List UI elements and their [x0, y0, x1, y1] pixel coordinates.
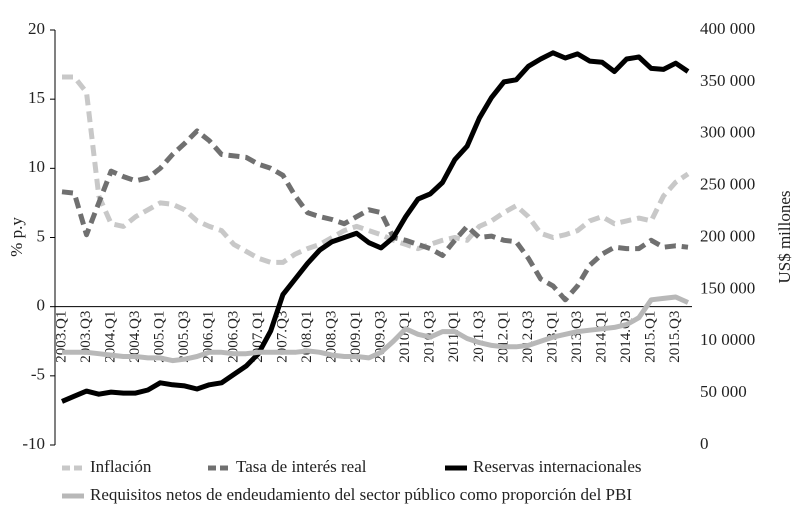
x-tick-label: 2003.Q1 — [53, 311, 69, 363]
x-tick-label: 2004.Q3 — [127, 311, 143, 363]
legend-label: Tasa de interés real — [236, 457, 367, 476]
y-tick-label: 10 — [28, 157, 45, 176]
x-tick-label: 2011.Q3 — [471, 311, 487, 363]
x-tick-label: 2005.Q1 — [152, 311, 168, 363]
y2-tick-label: 0 — [700, 434, 709, 453]
x-tick-label: 2012.Q3 — [520, 311, 536, 363]
x-tick-label: 2004.Q1 — [103, 311, 119, 363]
x-tick-label: 2006.Q1 — [201, 311, 217, 363]
y-tick-label: 5 — [37, 226, 46, 245]
series-line — [62, 294, 690, 364]
x-tick-label: 2008.Q1 — [299, 311, 315, 363]
series-line — [61, 50, 690, 404]
x-tick-label: 2010.Q1 — [397, 311, 413, 363]
x-tick-label: 2014.Q3 — [618, 311, 634, 363]
x-tick-label: 2008.Q3 — [323, 311, 339, 363]
y2-tick-label: 400 000 — [700, 19, 755, 38]
x-tick-label: 2006.Q3 — [225, 311, 241, 363]
y2-axis-label: US$ millones — [775, 190, 794, 283]
y2-tick-label: 300 000 — [700, 123, 755, 142]
x-tick-label: 2005.Q3 — [176, 311, 192, 363]
legend-label: Requisitos netos de endeudamiento del se… — [90, 485, 632, 504]
y-tick-label: -5 — [31, 365, 45, 384]
y2-tick-label: 50 000 — [700, 382, 747, 401]
x-tick-label: 2011.Q1 — [446, 311, 462, 363]
series-line — [61, 128, 689, 303]
x-tick-label: 2009.Q1 — [348, 311, 364, 363]
y-tick-label: 0 — [37, 296, 46, 315]
x-tick-label: 2015.Q1 — [643, 311, 659, 363]
y-tick-label: 15 — [28, 88, 45, 107]
x-tick-label: 2012.Q1 — [495, 311, 511, 363]
y2-tick-label: 10 0000 — [700, 330, 755, 349]
x-tick-label: 2003.Q3 — [78, 311, 94, 363]
legend-label: Reservas internacionales — [473, 457, 642, 476]
y2-tick-label: 200 000 — [700, 226, 755, 245]
y-tick-label: 20 — [28, 19, 45, 38]
x-tick-label: 2015.Q3 — [667, 311, 683, 363]
x-tick-label: 2014.Q1 — [594, 311, 610, 363]
y2-tick-label: 250 000 — [700, 175, 755, 194]
y2-tick-label: 150 000 — [700, 278, 755, 297]
legend-label: Inflación — [90, 457, 152, 476]
y-axis-label: % p.y — [7, 217, 26, 257]
y-tick-label: -10 — [22, 434, 45, 453]
y2-tick-label: 350 000 — [700, 71, 755, 90]
x-tick-label: 2007.Q3 — [274, 311, 290, 363]
series-line — [62, 74, 690, 265]
x-tick-label: 2013.Q3 — [569, 311, 585, 363]
